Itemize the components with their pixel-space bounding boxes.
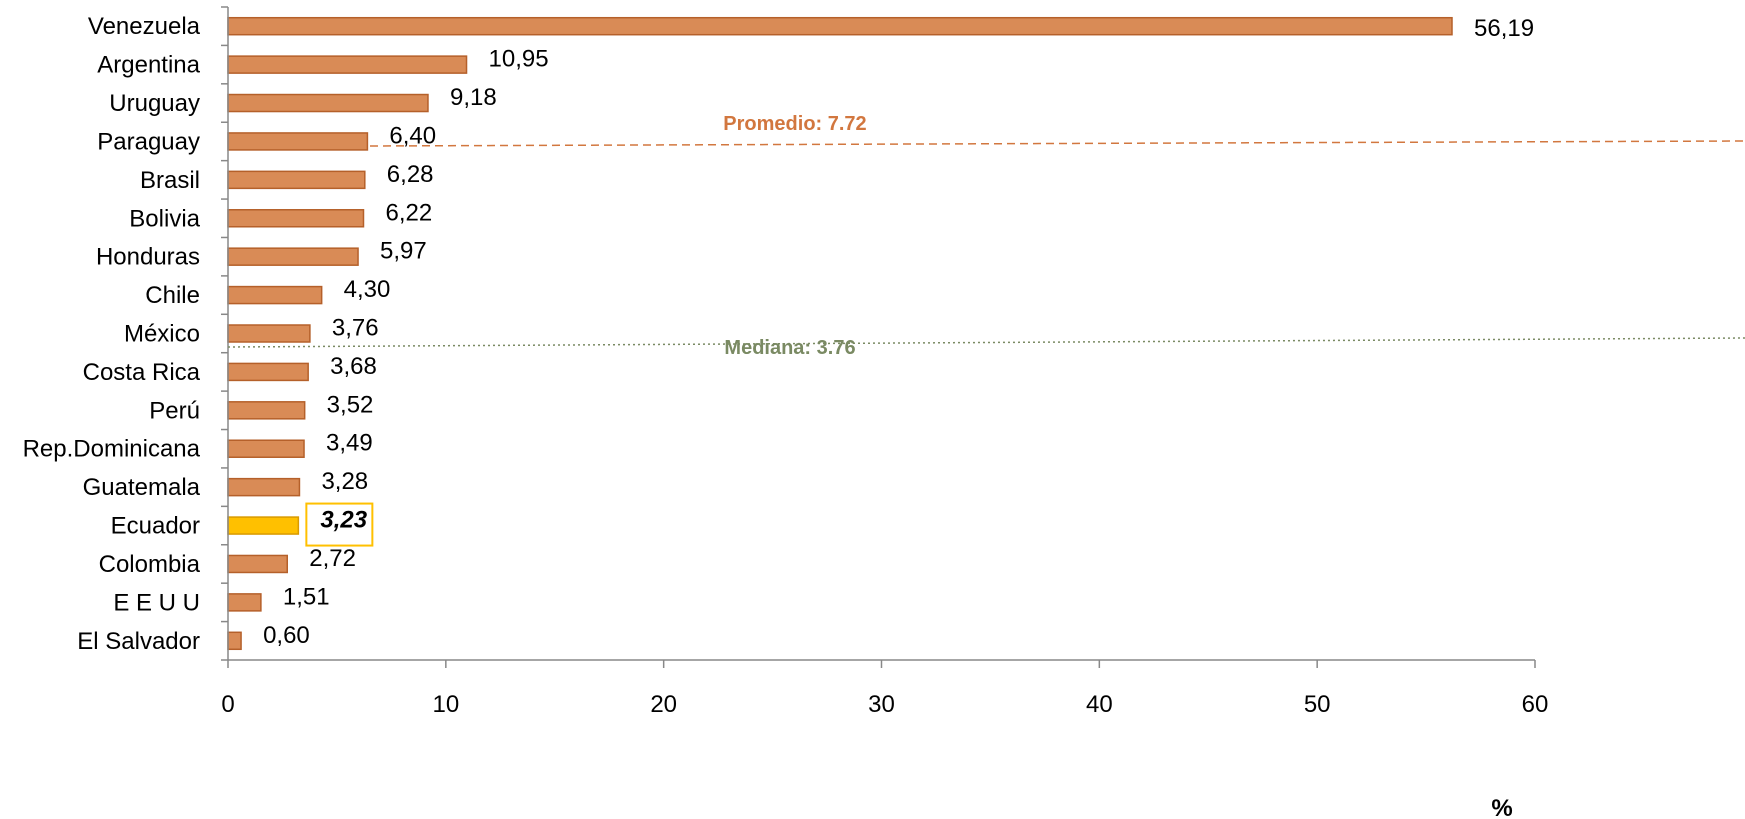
- highlight-box: [305, 502, 374, 547]
- category-label: Paraguay: [97, 128, 200, 155]
- category-label: Uruguay: [109, 90, 200, 117]
- bar-colombia: [227, 554, 289, 574]
- bar-uruguay: [227, 93, 429, 113]
- bar-argentina: [227, 55, 468, 74]
- bar-costa-rica: [227, 362, 309, 382]
- bar-e-e-u-u: [227, 593, 262, 612]
- value-label: 9,18: [450, 84, 497, 111]
- value-label: 1,51: [283, 583, 330, 610]
- median-label: Mediana: 3.76: [724, 337, 855, 359]
- category-label: Bolivia: [129, 205, 200, 232]
- bar-rep-dominicana: [227, 439, 305, 458]
- value-label: 3,52: [327, 391, 374, 418]
- category-label: Perú: [149, 397, 200, 424]
- bar-paraguay: [227, 132, 369, 151]
- value-label: 3,76: [332, 315, 379, 342]
- value-label: 6,22: [385, 199, 432, 226]
- bar-guatemala: [227, 477, 301, 497]
- value-label: 56,19: [1474, 15, 1534, 42]
- category-label: Guatemala: [83, 474, 201, 501]
- category-label: Rep.Dominicana: [23, 436, 201, 463]
- category-label: Costa Rica: [83, 359, 201, 386]
- x-tick-label: 20: [650, 691, 677, 718]
- category-label: Ecuador: [111, 513, 200, 540]
- value-label: 0,60: [263, 622, 310, 649]
- category-label: México: [124, 321, 200, 348]
- bar-per-: [227, 401, 306, 420]
- bar-chile: [227, 285, 323, 305]
- x-tick-label: 30: [868, 691, 895, 718]
- bar-m-xico: [227, 324, 311, 343]
- labels-layer: Venezuela 56,19 Argentina 10,95 Uruguay 9,18 P…: [23, 13, 1534, 655]
- bar-venezuela: [227, 16, 1453, 36]
- category-label: Colombia: [99, 551, 201, 578]
- value-label: 5,97: [380, 238, 427, 265]
- average-label: Promedio: 7.72: [723, 113, 866, 135]
- value-label: 2,72: [309, 545, 356, 572]
- x-tick-label: 50: [1304, 691, 1331, 718]
- value-label: 4,30: [344, 276, 391, 303]
- bar-el-salvador: [227, 631, 242, 651]
- value-label: 3,68: [330, 353, 377, 380]
- value-label: 3,23: [320, 507, 367, 534]
- category-label: Venezuela: [88, 13, 201, 40]
- bar-bolivia: [227, 209, 365, 228]
- median-line: [227, 337, 1745, 348]
- category-label: Brasil: [140, 167, 200, 194]
- category-label: E E U U: [113, 589, 200, 616]
- x-tick-label: 40: [1086, 691, 1113, 718]
- reference-lines-layer: Promedio: 7.72 Mediana: 3.76: [227, 113, 1745, 359]
- value-label: 10,95: [489, 46, 549, 73]
- bar-honduras: [227, 247, 359, 266]
- bar-ecuador: [227, 516, 300, 535]
- x-unit-label: %: [1491, 795, 1512, 819]
- category-label: Honduras: [96, 244, 200, 271]
- value-label: 6,40: [389, 122, 436, 149]
- value-label: 3,28: [321, 468, 368, 495]
- value-label: 6,28: [387, 161, 434, 188]
- x-tick-label: 10: [432, 691, 459, 718]
- category-label: Argentina: [97, 52, 200, 79]
- x-tick-label: 60: [1522, 691, 1549, 718]
- bar-brasil: [227, 170, 366, 190]
- value-label: 3,49: [326, 430, 373, 457]
- category-label: Chile: [145, 282, 200, 309]
- category-label: El Salvador: [77, 628, 200, 655]
- average-line: [369, 140, 1745, 147]
- x-tick-label: 0: [221, 691, 234, 718]
- axes-layer: 0 10 20 30 40 50 60%: [221, 6, 1549, 819]
